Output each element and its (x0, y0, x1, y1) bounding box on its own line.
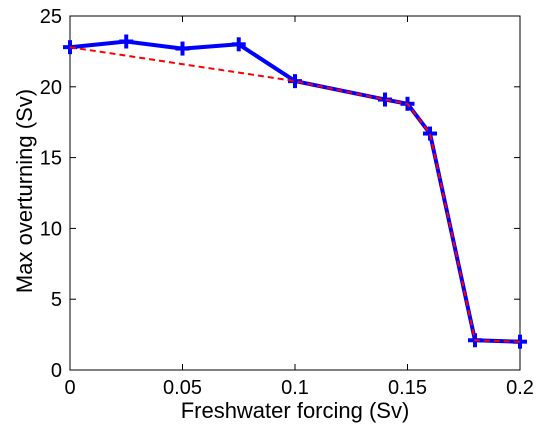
dashed-series-line (69, 46, 521, 343)
y-tick-label: 10 (40, 218, 62, 240)
plot-area (69, 15, 521, 371)
y-tick-label: 20 (40, 77, 62, 99)
data-point-marker (119, 34, 134, 49)
data-point-marker (231, 37, 246, 52)
y-tick-label: 25 (40, 6, 62, 28)
x-tick-label: 0.15 (388, 377, 427, 399)
y-axis-title: Max overturning (Sv) (12, 89, 37, 293)
y-tick-label: 0 (51, 360, 62, 382)
data-point-marker (175, 41, 190, 56)
y-tick-label: 15 (40, 148, 62, 170)
x-tick-label: 0.2 (506, 377, 534, 399)
y-tick-label: 5 (51, 289, 62, 311)
x-tick-label: 0.1 (281, 377, 309, 399)
axis-ticks (69, 15, 521, 371)
x-tick-label: 0 (64, 377, 75, 399)
x-tick-label: 0.05 (163, 377, 202, 399)
series-layer (63, 34, 527, 349)
x-axis-title: Freshwater forcing (Sv) (181, 398, 410, 423)
tick-labels: 0 0.05 0.1 0.15 0.2 0 5 10 15 20 25 (40, 6, 534, 399)
